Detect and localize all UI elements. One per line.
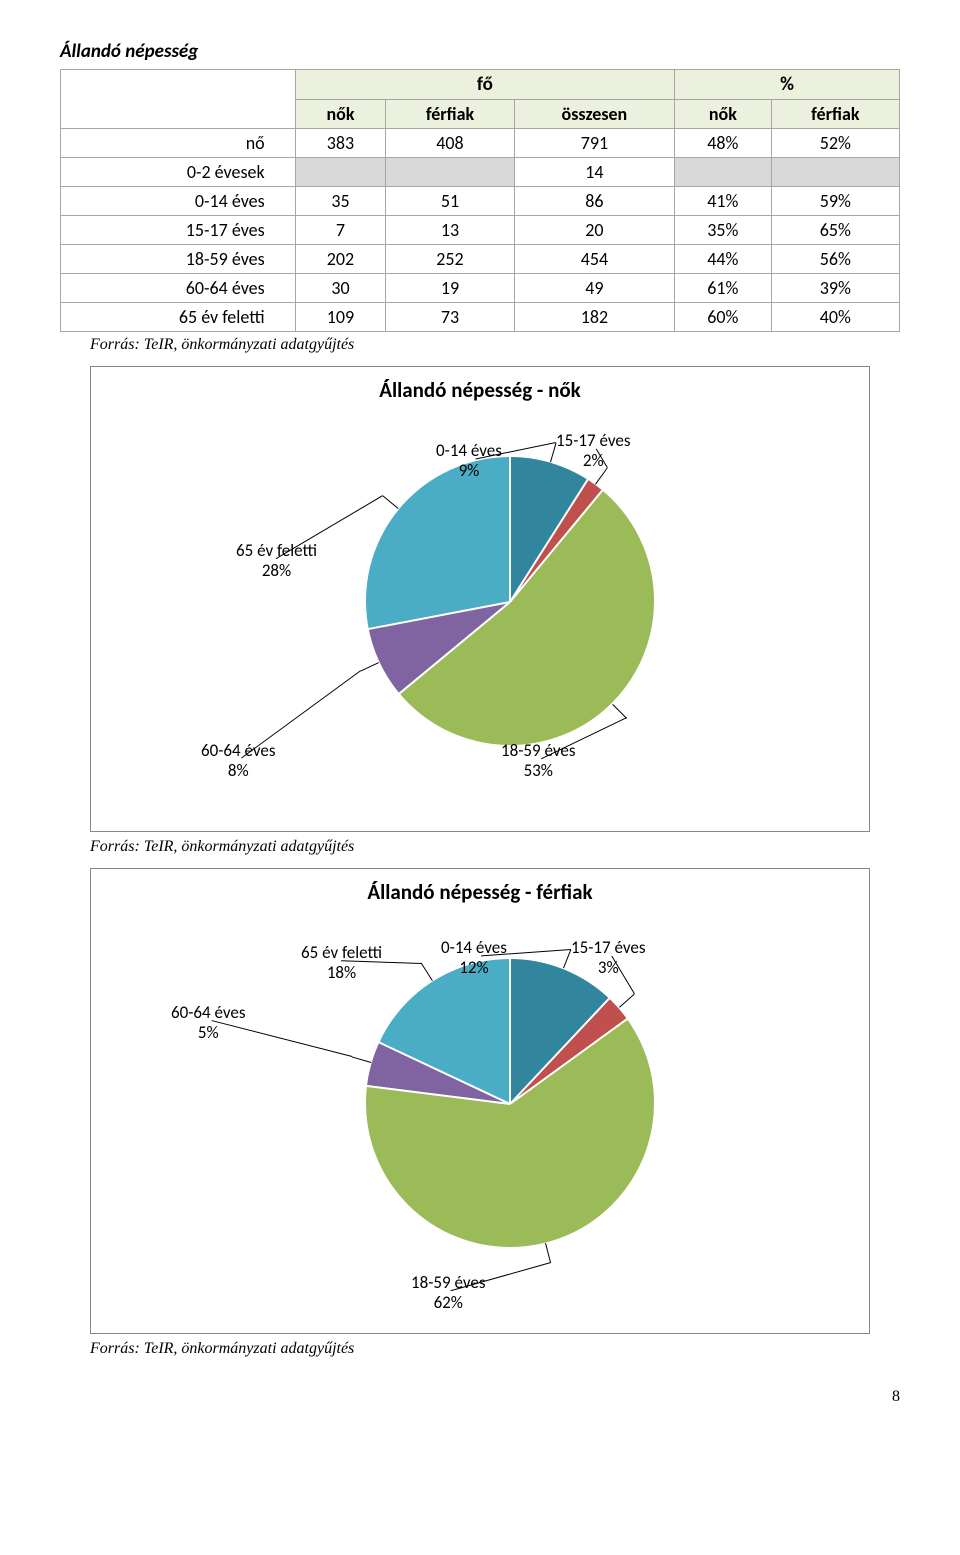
col-header: férfiak [386, 100, 514, 129]
pie-label: 18-59 éves 53% [501, 741, 576, 782]
table-cell: 109 [295, 303, 386, 332]
pie-label: 65 év feletti 18% [301, 943, 382, 984]
row-label: 60-64 éves [61, 274, 296, 303]
chart-men: Állandó népesség - férfiak 0-14 éves 12%… [90, 868, 870, 1334]
table-cell: 60% [675, 303, 771, 332]
table-cell: 73 [386, 303, 514, 332]
table-cell: 65% [771, 216, 899, 245]
leader-line [422, 963, 434, 980]
table-row: 60-64 éves30194961%39% [61, 274, 900, 303]
row-label: 18-59 éves [61, 245, 296, 274]
table-cell: 791 [514, 129, 674, 158]
table-cell: 35 [295, 187, 386, 216]
chart-women: Állandó népesség - nők 0-14 éves 9% 15-17… [90, 366, 870, 832]
row-label: 15-17 éves [61, 216, 296, 245]
page-title: Állandó népesség [60, 40, 900, 63]
table-cell: 182 [514, 303, 674, 332]
table-row: 0-2 évesek 14 [61, 158, 900, 187]
row-label: 0-14 éves [61, 187, 296, 216]
col-group-pct: % [675, 70, 900, 100]
col-header: összesen [514, 100, 674, 129]
table-cell: 49 [514, 274, 674, 303]
leader-line [612, 704, 627, 719]
row-label: nő [61, 129, 296, 158]
population-table: fő % nőkférfiakösszesennőkférfiak nő3834… [60, 69, 900, 332]
table-row: 0-14 éves35518641%59% [61, 187, 900, 216]
table-cell: 202 [295, 245, 386, 274]
pie-label: 18-59 éves 62% [411, 1273, 486, 1314]
table-cell: 19 [386, 274, 514, 303]
leader-line [352, 1056, 371, 1063]
table-cell: 13 [386, 216, 514, 245]
table-cell: 41% [675, 187, 771, 216]
table-row: 65 év feletti1097318260%40% [61, 303, 900, 332]
table-row: 15-17 éves7132035%65% [61, 216, 900, 245]
table-cell: 56% [771, 245, 899, 274]
table-cell: 35% [675, 216, 771, 245]
table-cell: 30 [295, 274, 386, 303]
leader-line [545, 1243, 551, 1263]
leader-line [360, 662, 379, 671]
pie-label: 65 év feletti 28% [236, 541, 317, 582]
col-header: férfiak [771, 100, 899, 129]
row-label: 65 év feletti [61, 303, 296, 332]
table-cell: 39% [771, 274, 899, 303]
pie-label: 0-14 éves 9% [436, 441, 502, 482]
source-text-2: Forrás: TeIR, önkormányzati adatgyűjtés [90, 838, 900, 856]
table-cell: 454 [514, 245, 674, 274]
table-cell: 14 [514, 158, 674, 187]
table-row: nő38340879148%52% [61, 129, 900, 158]
table-cell [295, 158, 386, 187]
table-cell: 7 [295, 216, 386, 245]
table-cell: 40% [771, 303, 899, 332]
table-cell: 51 [386, 187, 514, 216]
pie-label: 60-64 éves 5% [171, 1003, 246, 1044]
pie-label: 15-17 éves 3% [571, 938, 646, 979]
table-row: 18-59 éves20225245444%56% [61, 245, 900, 274]
table-cell: 61% [675, 274, 771, 303]
table-cell: 44% [675, 245, 771, 274]
table-cell: 408 [386, 129, 514, 158]
table-cell: 52% [771, 129, 899, 158]
col-header: nők [675, 100, 771, 129]
pie-separator [509, 959, 511, 1104]
pie-label: 0-14 éves 12% [441, 938, 507, 979]
pie-label: 15-17 éves 2% [556, 431, 631, 472]
leader-line [383, 495, 399, 509]
chart-women-title: Állandó népesség - nők [111, 377, 849, 403]
source-text-3: Forrás: TeIR, önkormányzati adatgyűjtés [90, 1340, 900, 1358]
table-cell: 20 [514, 216, 674, 245]
table-cell: 383 [295, 129, 386, 158]
pie-separator [509, 457, 511, 602]
leader-line [619, 994, 635, 1008]
pie-label: 60-64 éves 8% [201, 741, 276, 782]
row-label: 0-2 évesek [61, 158, 296, 187]
table-cell: 252 [386, 245, 514, 274]
table-cell [675, 158, 771, 187]
page-number: 8 [60, 1388, 900, 1406]
table-cell: 86 [514, 187, 674, 216]
source-text-1: Forrás: TeIR, önkormányzati adatgyűjtés [90, 336, 900, 354]
col-header: nők [295, 100, 386, 129]
chart-men-title: Állandó népesség - férfiak [111, 879, 849, 905]
table-cell [771, 158, 899, 187]
table-cell [386, 158, 514, 187]
col-group-fo: fő [295, 70, 674, 100]
table-cell: 59% [771, 187, 899, 216]
table-cell: 48% [675, 129, 771, 158]
